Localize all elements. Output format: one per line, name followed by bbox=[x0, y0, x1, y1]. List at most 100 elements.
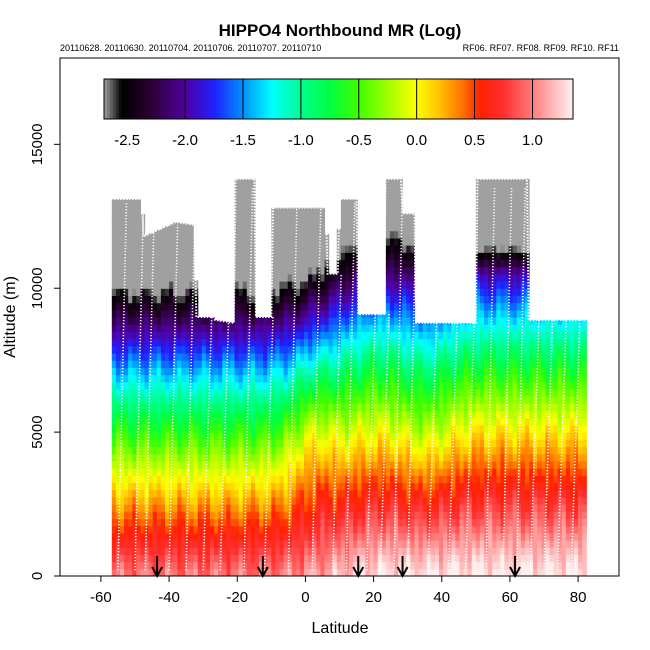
heat-cell bbox=[304, 317, 309, 325]
heat-cell bbox=[140, 288, 146, 297]
heat-cell bbox=[426, 410, 432, 419]
heat-cell bbox=[406, 540, 411, 548]
heat-cell bbox=[398, 288, 403, 297]
heat-cell bbox=[128, 432, 133, 440]
heat-cell bbox=[177, 352, 182, 361]
heat-cell bbox=[500, 331, 506, 340]
heat-cell bbox=[259, 489, 264, 498]
heat-cell bbox=[181, 388, 187, 397]
heat-cell bbox=[189, 388, 195, 397]
heat-cell bbox=[344, 561, 350, 570]
heat-cell bbox=[140, 417, 146, 426]
heat-cell bbox=[439, 388, 444, 397]
heat-cell bbox=[504, 568, 510, 576]
heat-cell bbox=[381, 424, 387, 433]
heat-cell bbox=[443, 432, 448, 440]
heat-cell bbox=[299, 259, 305, 268]
heat-cell bbox=[410, 532, 416, 541]
heat-cell bbox=[328, 489, 334, 498]
heat-cell bbox=[169, 525, 174, 534]
heat-cell bbox=[336, 396, 342, 404]
heat-cell bbox=[512, 532, 518, 541]
heat-cell bbox=[479, 532, 485, 541]
heat-cell bbox=[144, 352, 150, 361]
heat-cell bbox=[418, 547, 424, 556]
heat-cell bbox=[529, 475, 534, 484]
heat-cell bbox=[193, 281, 199, 289]
heat-cell bbox=[132, 532, 137, 541]
heat-cell bbox=[185, 288, 191, 297]
heat-cell bbox=[177, 561, 182, 570]
heat-cell bbox=[447, 446, 452, 455]
heat-cell bbox=[402, 396, 407, 404]
heat-cell bbox=[451, 381, 456, 390]
heat-cell bbox=[295, 547, 301, 556]
heat-cell bbox=[111, 568, 117, 576]
heat-cell bbox=[205, 432, 211, 440]
heat-cell bbox=[111, 345, 117, 354]
heat-cell bbox=[152, 439, 158, 448]
heat-cell bbox=[283, 223, 289, 232]
heat-cell bbox=[222, 540, 227, 548]
heat-cell bbox=[291, 381, 297, 390]
heat-cell bbox=[226, 432, 232, 440]
heat-cell bbox=[254, 518, 260, 527]
heat-cell bbox=[455, 525, 461, 534]
heat-cell bbox=[385, 504, 391, 512]
heat-cell bbox=[496, 295, 501, 304]
heat-cell bbox=[324, 446, 330, 455]
heat-cell bbox=[373, 374, 379, 383]
heat-cell bbox=[259, 345, 264, 354]
heat-cell bbox=[504, 489, 510, 498]
heat-cell bbox=[160, 439, 166, 448]
heat-cell bbox=[504, 475, 510, 484]
heat-cell bbox=[144, 288, 150, 297]
heat-cell bbox=[475, 338, 481, 347]
heat-cell bbox=[512, 381, 518, 390]
heat-cell bbox=[205, 554, 211, 563]
heat-cell bbox=[218, 331, 223, 340]
heat-cell bbox=[516, 281, 522, 289]
heat-cell bbox=[132, 259, 137, 268]
heat-cell bbox=[287, 561, 293, 570]
heat-cell bbox=[455, 331, 461, 340]
heat-cell bbox=[140, 525, 146, 534]
heat-cell bbox=[443, 324, 448, 332]
heat-cell bbox=[328, 439, 334, 448]
heat-cell bbox=[242, 209, 248, 217]
heat-cell bbox=[275, 259, 281, 268]
heat-cell bbox=[426, 518, 432, 527]
heat-cell bbox=[394, 302, 399, 311]
heat-cell bbox=[455, 532, 461, 541]
heat-cell bbox=[479, 259, 485, 268]
heat-cell bbox=[218, 417, 223, 426]
heat-cell bbox=[389, 525, 395, 534]
heat-cell bbox=[500, 223, 506, 232]
heat-cell bbox=[426, 338, 432, 347]
heat-cell bbox=[218, 482, 223, 491]
heat-cell bbox=[545, 345, 551, 354]
heat-cell bbox=[508, 432, 514, 440]
heat-cell bbox=[406, 568, 411, 576]
heat-cell bbox=[463, 554, 469, 563]
heat-cell bbox=[320, 432, 326, 440]
heat-cell bbox=[230, 374, 236, 383]
heat-cell bbox=[479, 230, 485, 239]
heat-cell bbox=[250, 252, 256, 261]
heat-cell bbox=[259, 367, 264, 376]
heat-cell bbox=[549, 396, 555, 404]
heat-cell bbox=[541, 319, 546, 325]
heat-cell bbox=[385, 417, 391, 426]
heat-cell bbox=[234, 561, 240, 570]
heat-cell bbox=[132, 475, 137, 484]
heat-cell bbox=[234, 496, 240, 505]
heat-cell bbox=[136, 230, 142, 239]
heat-cell bbox=[205, 482, 211, 491]
heat-cell bbox=[529, 345, 534, 354]
heat-cell bbox=[222, 360, 227, 368]
heat-cell bbox=[136, 295, 142, 304]
heat-cell bbox=[218, 388, 223, 397]
heat-cell bbox=[144, 295, 150, 304]
heat-cell bbox=[524, 468, 530, 476]
heat-cell bbox=[119, 230, 125, 239]
